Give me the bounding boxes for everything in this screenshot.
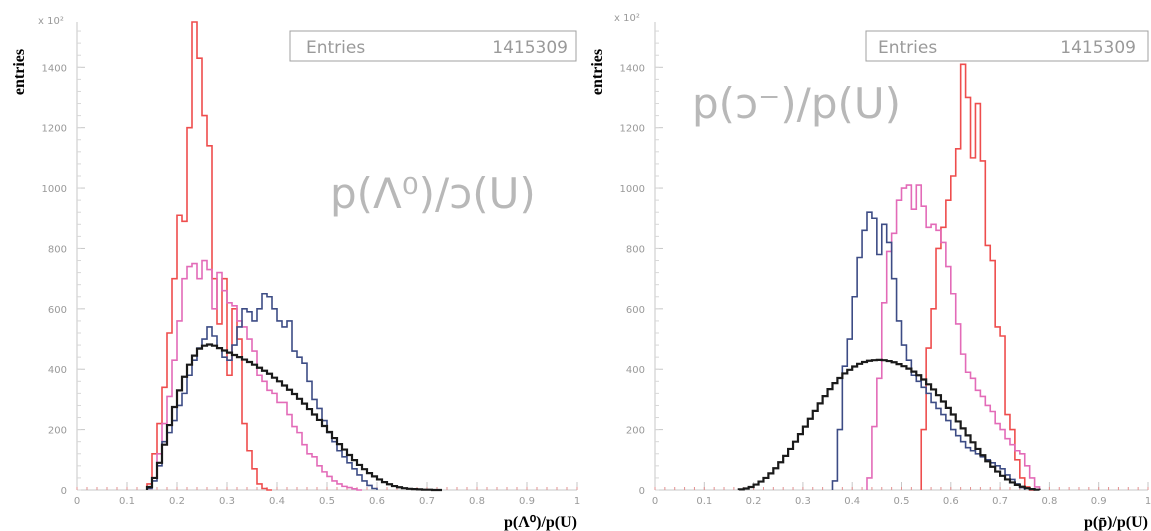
y-tick-label: 400 [48, 365, 67, 376]
y-tick-label: 1200 [620, 124, 645, 135]
x-tick-label: 1 [574, 496, 580, 507]
y-tick-label: 1400 [42, 63, 67, 74]
x-tick-label: 0.4 [269, 496, 285, 507]
x-tick-label: 0.2 [746, 496, 762, 507]
x-tick-label: 0.5 [319, 496, 335, 507]
x-axis-label: p(p̄)/p(U) [1084, 514, 1148, 531]
y-tick-label: 1200 [42, 124, 67, 135]
y-multiplier-label: x 10² [614, 13, 640, 24]
histogram-series-1 [831, 211, 1026, 490]
y-tick-label: 800 [48, 244, 67, 255]
histogram-series-2 [146, 259, 362, 491]
stats-box-frame [865, 30, 1149, 62]
y-tick-label: 600 [626, 305, 645, 316]
y-multiplier-label: x 10² [38, 16, 64, 27]
histogram-series-2 [866, 184, 1041, 490]
stats-box-value: 1415309 [492, 38, 568, 58]
x-tick-label: 0.5 [894, 496, 910, 507]
x-tick-label: 0.8 [1041, 496, 1057, 507]
axes: 0 200 400 600 800 1000 1200 1400 0 0.1 0.2 0.3 0.4 0.… [42, 22, 580, 507]
x-tick-label: 0.3 [795, 496, 811, 507]
axes: 0 200 400 600 800 1000 1200 1400 0 0.1 0.2 0.3 0.4 0.… [620, 22, 1151, 507]
stats-box-frame [289, 30, 577, 62]
histogram-series-0 [145, 343, 442, 492]
histogram-series-3 [920, 63, 1035, 491]
x-tick-label: 0 [652, 496, 658, 507]
x-tick-label: 0.8 [469, 496, 485, 507]
x-tick-label: 0.9 [1091, 496, 1107, 507]
x-tick-label: 0.7 [992, 496, 1008, 507]
y-tick-label: 1400 [620, 63, 645, 74]
y-tick-label: 1000 [42, 184, 67, 195]
y-axis-label: entries [589, 49, 606, 95]
x-tick-label: 0 [74, 496, 80, 507]
x-tick-label: 0.9 [519, 496, 535, 507]
x-tick-label: 0.4 [844, 496, 860, 507]
x-tick-label: 0.1 [696, 496, 712, 507]
stats-box-value: 1415309 [1060, 38, 1136, 58]
x-tick-label: 0.6 [943, 496, 959, 507]
histogram-series-0 [737, 358, 1041, 491]
histogram-series-3 [146, 21, 272, 491]
y-tick-label: 800 [626, 244, 645, 255]
x-tick-label: 0.3 [219, 496, 235, 507]
y-tick-label: 200 [48, 426, 67, 437]
left-histogram-panel: entries x 10² Entries 1415309 p(Λ⁰)/ɔ(U)… [11, 16, 580, 531]
y-tick-label: 0 [639, 486, 645, 497]
y-tick-label: 0 [61, 486, 67, 497]
y-tick-label: 200 [626, 426, 645, 437]
stats-box: Entries 1415309 [289, 30, 577, 62]
x-tick-label: 1 [1145, 496, 1151, 507]
chart-annotation: p(Λ⁰)/ɔ(U) [330, 169, 536, 218]
x-tick-label: 0.2 [169, 496, 185, 507]
y-tick-label: 600 [48, 305, 67, 316]
x-tick-label: 0.1 [119, 496, 135, 507]
x-axis-label: p(Λ⁰)/p(U) [504, 514, 577, 531]
y-axis-label: entries [11, 49, 28, 95]
histogram-series-1 [146, 292, 378, 490]
y-tick-label: 1000 [620, 184, 645, 195]
y-tick-label: 400 [626, 365, 645, 376]
chart-annotation: p(ɔ⁻)/p(U) [692, 79, 901, 128]
stats-box-label: Entries [306, 38, 365, 58]
right-histogram-panel: entries x 10² Entries 1415309 p(ɔ⁻)/p(U)… [589, 13, 1151, 531]
stats-box-label: Entries [878, 38, 937, 58]
stats-box: Entries 1415309 [865, 30, 1149, 62]
x-tick-label: 0.6 [369, 496, 385, 507]
x-tick-label: 0.7 [419, 496, 435, 507]
